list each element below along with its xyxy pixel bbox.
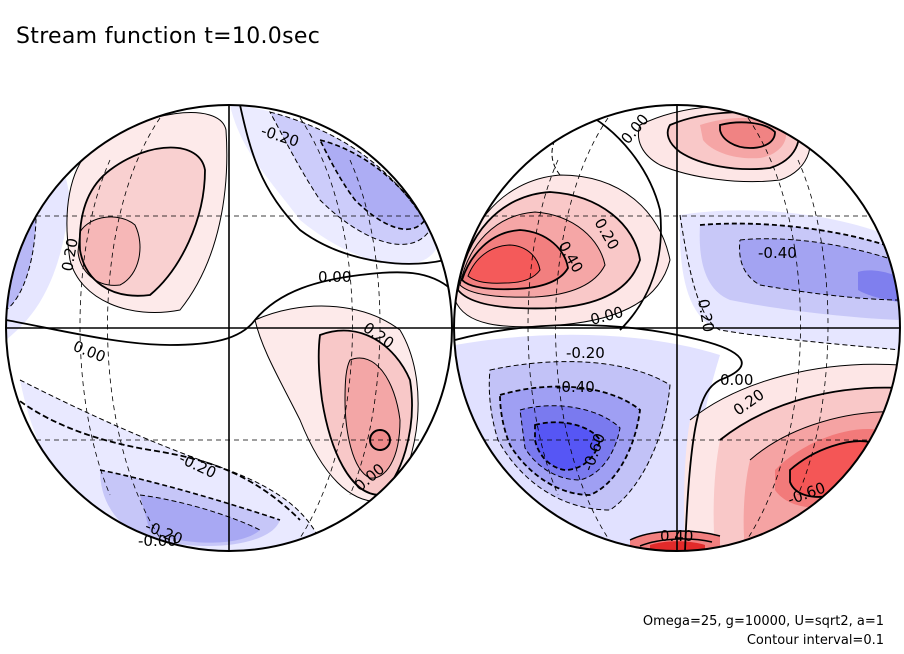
plot-footer: Omega=25, g=10000, U=sqrt2, a=1 Contour … (643, 612, 884, 650)
contour-label: -0.20 (566, 344, 605, 362)
contour-label: 0.20 (58, 237, 82, 273)
contour-label: 0.00 (720, 371, 753, 389)
left-hemisphere: -0.20 0.20 0.00 0.00 0.20 -0.20 0.00 -0.… (5, 104, 453, 552)
contour-label: -0.00 (138, 532, 177, 550)
contour-interval-text: Contour interval=0.1 (746, 633, 884, 648)
parameters-text: Omega=25, g=10000, U=sqrt2, a=1 (642, 614, 884, 629)
contour-label: -0.40 (556, 378, 595, 396)
left-positive-fields (6, 112, 419, 550)
contour-label: 0.20 (694, 298, 718, 334)
contour-label: 0.40 (660, 527, 693, 545)
right-hemisphere: 0.00 0.40 0.20 -0.40 0.00 0.20 -0.20 -0.… (453, 104, 901, 552)
left-contours (6, 105, 452, 541)
contour-label: -0.40 (758, 244, 797, 262)
contour-label: 0.00 (318, 268, 351, 286)
plot-title: Stream function t=10.0sec (16, 24, 321, 49)
